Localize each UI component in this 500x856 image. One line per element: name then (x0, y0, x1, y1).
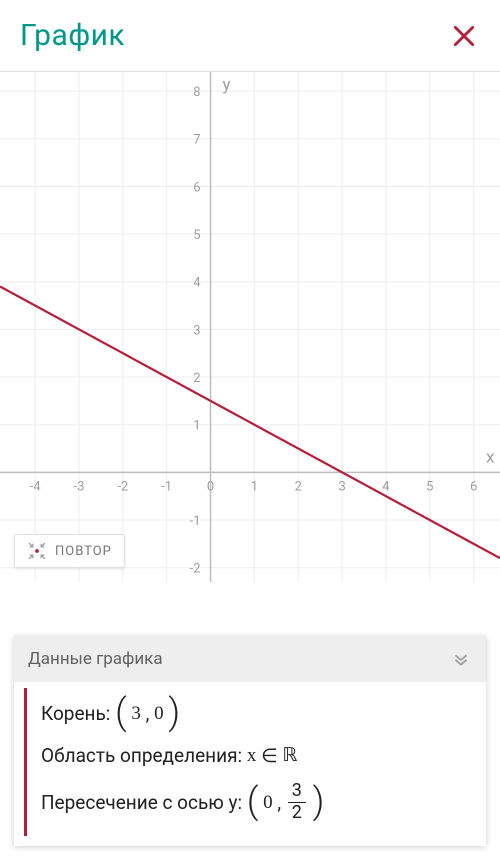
root-row: Корень: ( 3 , 0 ) (41, 700, 470, 729)
svg-text:-1: -1 (190, 514, 201, 529)
header: График (0, 0, 500, 72)
close-paren: ) (168, 698, 180, 727)
svg-text:-2: -2 (190, 562, 201, 577)
svg-text:1: 1 (193, 419, 200, 434)
fraction-numerator: 3 (288, 782, 306, 803)
close-paren: ) (313, 787, 325, 816)
svg-text:0: 0 (207, 479, 214, 494)
panel-body: Корень: ( 3 , 0 ) Область определения: x… (24, 688, 476, 836)
close-icon (451, 23, 477, 49)
svg-text:4: 4 (382, 479, 390, 494)
page-title: График (20, 18, 125, 53)
svg-text:6: 6 (470, 479, 477, 494)
domain-var: x (247, 743, 257, 770)
open-paren: ( (247, 787, 259, 816)
svg-text:3: 3 (193, 323, 200, 338)
svg-text:2: 2 (295, 479, 302, 494)
root-label: Корень: (41, 701, 110, 728)
svg-text:2: 2 (193, 371, 200, 386)
svg-text:-2: -2 (117, 479, 128, 494)
svg-text:4: 4 (193, 276, 201, 291)
graph-canvas: -4 -3 -2 -1 0 1 2 3 4 5 6 -2 -1 1 2 3 4 5 6 7 8 x y (0, 72, 500, 582)
svg-text:y: y (223, 75, 231, 95)
root-x: 3 (127, 701, 146, 728)
svg-text:-1: -1 (161, 479, 172, 494)
recenter-icon (27, 541, 47, 561)
close-button[interactable] (448, 20, 480, 52)
svg-text:-3: -3 (73, 479, 84, 494)
root-y: 0 (149, 701, 168, 728)
repeat-button[interactable]: ПОВТОР (14, 534, 125, 568)
svg-text:-4: -4 (30, 479, 42, 494)
domain-label: Область определения: (41, 743, 242, 770)
graph-data-panel: Данные графика Корень: ( 3 , 0 ) Область… (14, 636, 486, 846)
panel-title: Данные графика (28, 649, 163, 669)
open-paren: ( (115, 698, 127, 727)
svg-text:5: 5 (193, 228, 200, 243)
svg-text:6: 6 (193, 180, 200, 195)
fraction-denominator: 2 (292, 803, 302, 823)
y-intercept-fraction: 3 2 (288, 782, 306, 823)
chevron-down-icon (450, 648, 472, 670)
y-intercept-x: 0 (258, 790, 277, 817)
svg-text:1: 1 (251, 479, 258, 494)
graph-area[interactable]: -4 -3 -2 -1 0 1 2 3 4 5 6 -2 -1 1 2 3 4 5 6 7 8 x y ПОВТОР (0, 72, 500, 582)
svg-text:8: 8 (193, 85, 200, 100)
y-intercept-row: Пересечение с осью y: ( 0 , 3 2 ) (41, 783, 470, 824)
element-of-symbol: ∈ (261, 743, 278, 770)
svg-text:x: x (486, 447, 495, 467)
svg-text:3: 3 (338, 479, 345, 494)
svg-text:5: 5 (426, 479, 433, 494)
svg-text:7: 7 (193, 133, 200, 148)
panel-header[interactable]: Данные графика (14, 636, 486, 682)
repeat-button-label: ПОВТОР (55, 544, 112, 559)
real-numbers-symbol: ℝ (282, 743, 297, 770)
y-intercept-label: Пересечение с осью y: (41, 790, 242, 817)
domain-row: Область определения: x ∈ ℝ (41, 743, 470, 770)
